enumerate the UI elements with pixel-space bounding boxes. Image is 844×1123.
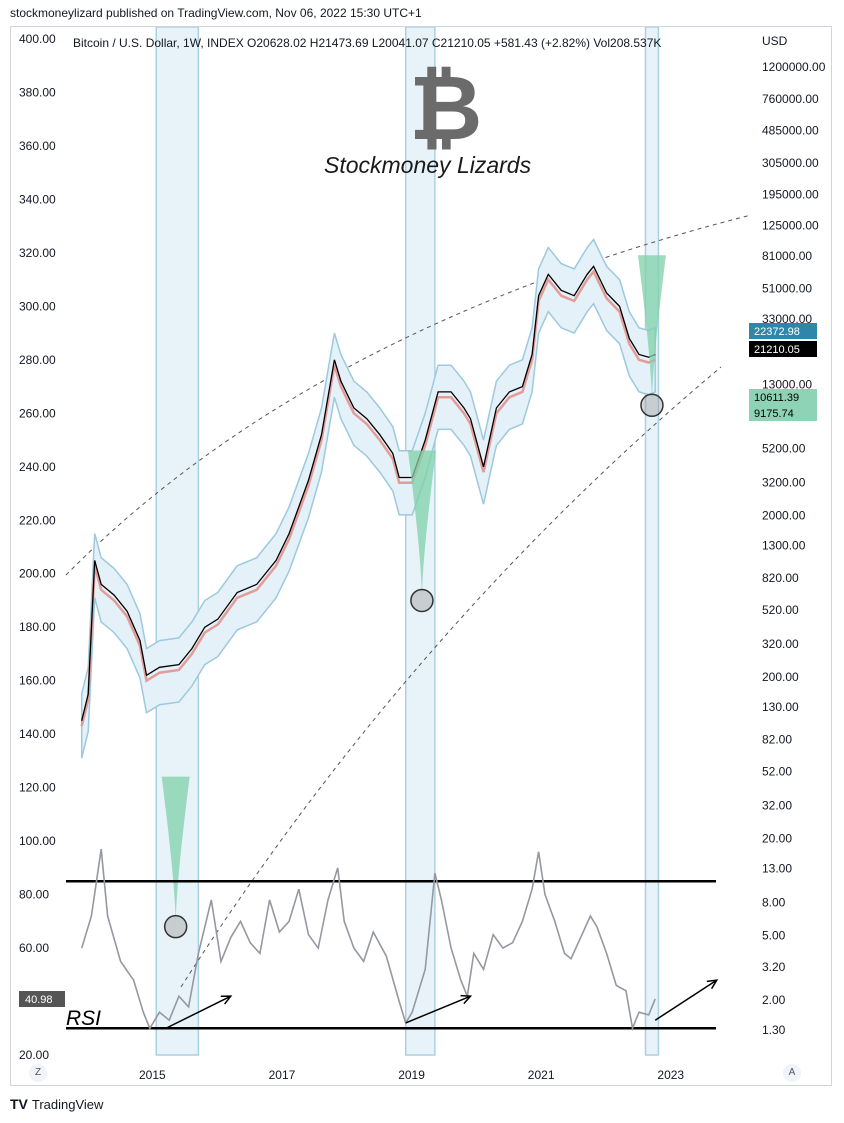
right-axis-tick: 32.00 bbox=[762, 798, 792, 812]
right-axis-tick: 33000.00 bbox=[762, 312, 812, 326]
left-axis-tick: 140.00 bbox=[19, 727, 56, 741]
price-badge: 10611.39 bbox=[754, 392, 799, 404]
green-funnel bbox=[407, 450, 436, 601]
left-axis-tick: 260.00 bbox=[19, 406, 56, 420]
right-axis-tick: 305000.00 bbox=[762, 156, 819, 170]
bottom-circle-marker bbox=[410, 588, 434, 613]
x-axis-tick: 2023 bbox=[657, 1068, 684, 1082]
price-badge-bg bbox=[749, 323, 817, 339]
left-axis-tick: 300.00 bbox=[19, 299, 56, 313]
x-axis-tick: 2017 bbox=[269, 1068, 296, 1082]
bottom-circle-marker bbox=[163, 914, 188, 939]
left-axis-tick: 320.00 bbox=[19, 246, 56, 260]
left-axis-tick: 120.00 bbox=[19, 781, 56, 795]
left-axis-tick: 340.00 bbox=[19, 192, 56, 206]
rsi-trend-arrow bbox=[405, 995, 471, 1024]
legend-line: Bitcoin / U.S. Dollar, 1W, INDEX O20628.… bbox=[73, 36, 661, 50]
left-axis-tick: 220.00 bbox=[19, 513, 56, 527]
publisher-line: stockmoneylizard published on TradingVie… bbox=[10, 6, 422, 20]
x-axis-tick: 2019 bbox=[398, 1068, 425, 1082]
right-axis-tick: 195000.00 bbox=[762, 187, 819, 201]
band-midline bbox=[80, 269, 656, 727]
right-axis-tick: 13000.00 bbox=[762, 377, 812, 391]
right-axis-tick: 125000.00 bbox=[762, 219, 819, 233]
price-band bbox=[80, 238, 656, 759]
right-axis-tick: 320.00 bbox=[762, 637, 799, 651]
right-axis-tick: 200.00 bbox=[762, 670, 799, 684]
left-axis-tick: 160.00 bbox=[19, 674, 56, 688]
left-axis-tick: 240.00 bbox=[19, 460, 56, 474]
price-badge-bg bbox=[749, 341, 817, 357]
left-axis-tick: 360.00 bbox=[19, 139, 56, 153]
right-axis-tick: 5.00 bbox=[762, 929, 786, 943]
rsi-value-badge-bg bbox=[19, 991, 65, 1007]
right-axis-tick: 81000.00 bbox=[762, 249, 812, 263]
green-funnel bbox=[637, 255, 666, 406]
right-axis-tick: 520.00 bbox=[762, 603, 799, 617]
rsi-label: RSI bbox=[66, 1007, 101, 1030]
green-funnel bbox=[161, 776, 190, 927]
right-axis-tick: 51000.00 bbox=[762, 281, 812, 295]
rsi-trend-arrow bbox=[654, 979, 718, 1021]
arrow-head bbox=[460, 994, 473, 1005]
arrow-head bbox=[706, 979, 719, 990]
left-axis-tick: 200.00 bbox=[19, 567, 56, 581]
highlight-zone bbox=[155, 27, 200, 1056]
bottom-circle-marker bbox=[640, 393, 664, 418]
right-axis-tick: 5200.00 bbox=[762, 442, 806, 456]
price-badge: 9175.74 bbox=[754, 408, 794, 420]
highlight-zone bbox=[644, 27, 660, 1056]
currency-label: USD bbox=[762, 34, 788, 48]
right-axis-tick: 485000.00 bbox=[762, 124, 819, 138]
right-axis-tick: 2.00 bbox=[762, 993, 786, 1007]
tradingview-logo-icon: TV bbox=[10, 1096, 28, 1112]
left-axis-tick: 380.00 bbox=[19, 85, 56, 99]
left-axis-tick: 60.00 bbox=[19, 941, 49, 955]
corner-left-button[interactable]: Z bbox=[29, 1064, 47, 1082]
corner-right-button[interactable]: A bbox=[783, 1064, 801, 1082]
right-axis-tick: 820.00 bbox=[762, 571, 799, 585]
price-badge: 22372.98 bbox=[754, 326, 800, 338]
right-axis-tick: 1300.00 bbox=[762, 539, 806, 553]
right-axis-tick: 2000.00 bbox=[762, 508, 806, 522]
left-axis-tick: 20.00 bbox=[19, 1048, 49, 1062]
arrow-head bbox=[220, 995, 233, 1005]
tradingview-footer[interactable]: TV TradingView bbox=[10, 1096, 103, 1112]
right-axis-tick: 20.00 bbox=[762, 831, 792, 845]
right-axis-tick: 3200.00 bbox=[762, 476, 806, 490]
price-badge-bg bbox=[749, 405, 817, 421]
brand-text: TradingView bbox=[31, 1096, 104, 1112]
price-badge: 21210.05 bbox=[754, 344, 800, 356]
bitcoin-logo-icon: ₿ bbox=[409, 56, 482, 161]
left-axis-tick: 280.00 bbox=[19, 353, 56, 367]
right-axis-tick: 82.00 bbox=[762, 732, 792, 746]
chart-frame: 400.00 380.00 360.00 340.00 320.00 300.00 280.… bbox=[10, 26, 832, 1086]
right-axis-tick: 1200000.00 bbox=[762, 60, 826, 74]
left-axis-tick: 400.00 bbox=[19, 32, 56, 46]
x-axis-tick: 2015 bbox=[139, 1068, 166, 1082]
left-axis-tick: 80.00 bbox=[19, 888, 49, 902]
chart-canvas[interactable]: 400.00 380.00 360.00 340.00 320.00 300.00 280.… bbox=[11, 27, 833, 1087]
stockmoney-lizards-logo-text: Stockmoney Lizards bbox=[324, 152, 532, 178]
right-axis-tick: 130.00 bbox=[762, 700, 799, 714]
right-axis-tick: 13.00 bbox=[762, 862, 792, 876]
x-axis-tick: 2021 bbox=[528, 1068, 555, 1082]
lower-trend-curve bbox=[180, 366, 722, 988]
right-axis-tick: 3.20 bbox=[762, 960, 786, 974]
price-badge-bg bbox=[749, 389, 817, 405]
right-axis-tick: 52.00 bbox=[762, 764, 792, 778]
rsi-trend-arrow bbox=[165, 995, 232, 1029]
left-axis-tick: 180.00 bbox=[19, 620, 56, 634]
right-axis-tick: 8.00 bbox=[762, 896, 786, 910]
right-axis-tick: 1.30 bbox=[762, 1023, 786, 1037]
rsi-line bbox=[80, 848, 656, 1032]
left-axis-tick: 100.00 bbox=[19, 834, 56, 848]
rsi-value-badge: 40.98 bbox=[25, 994, 53, 1006]
upper-trend-curve bbox=[65, 214, 752, 576]
right-axis-tick: 760000.00 bbox=[762, 92, 819, 106]
price-line bbox=[81, 265, 656, 721]
